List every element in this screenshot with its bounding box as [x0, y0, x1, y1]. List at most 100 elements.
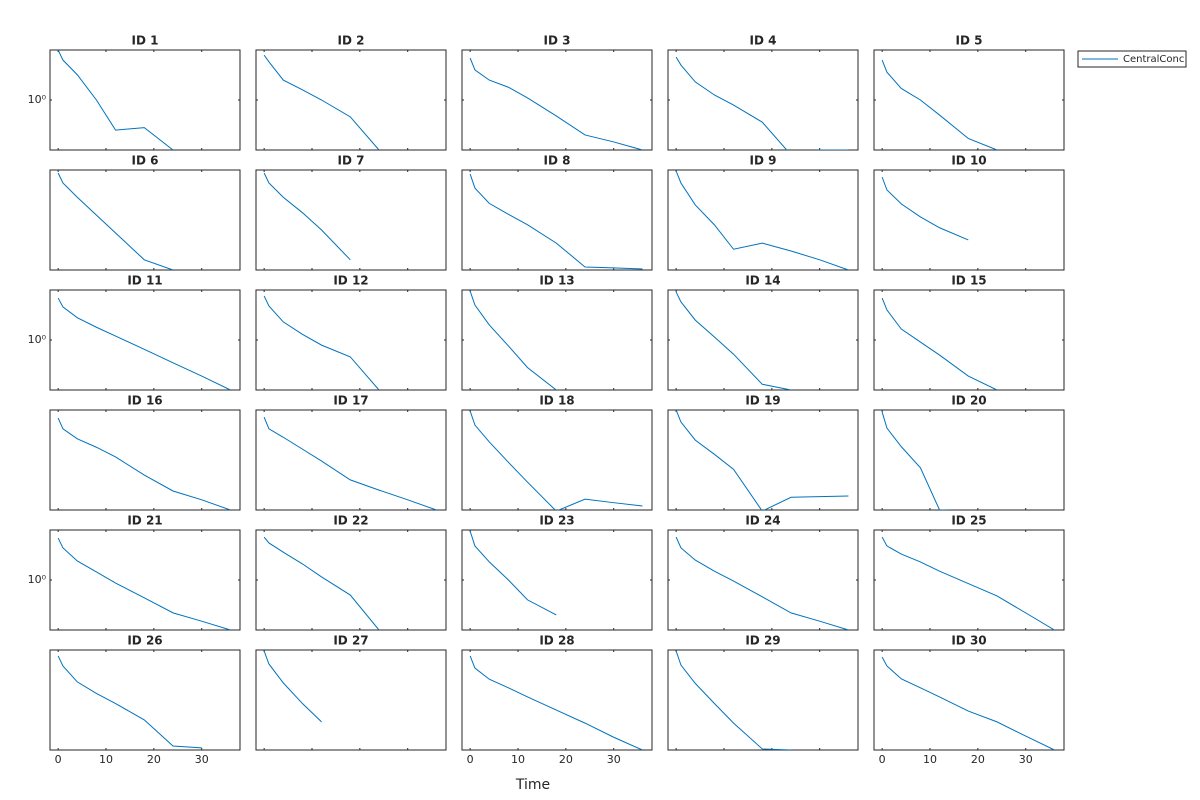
data-line	[881, 411, 953, 510]
panel-title: ID 21	[127, 514, 162, 528]
y-tick-label: 10⁰	[28, 93, 47, 106]
panel-title: ID 27	[333, 634, 368, 648]
panel-frame	[255, 289, 447, 391]
legend-box	[1077, 50, 1187, 68]
data-line	[57, 172, 174, 270]
panel: ID 18	[461, 394, 653, 511]
panel: ID 23	[461, 514, 653, 631]
panel: ID 26 0 10 20 30	[49, 634, 241, 766]
panel: ID 3	[461, 34, 653, 151]
panel-title: ID 5	[956, 34, 983, 48]
data-line	[881, 176, 969, 241]
x-tick-label: 0	[467, 753, 474, 766]
panel-title: ID 15	[951, 274, 986, 288]
panel-frame	[255, 409, 447, 511]
y-tick-label: 10⁰	[28, 573, 47, 586]
panel: ID 24	[667, 514, 859, 631]
panel-title: ID 4	[750, 34, 777, 48]
panel-frame	[667, 289, 859, 391]
panel-frame	[49, 649, 241, 751]
panel-title: ID 13	[539, 274, 574, 288]
data-line	[675, 410, 849, 510]
panel-title: ID 30	[951, 634, 986, 648]
data-line	[469, 410, 643, 510]
panel-title: ID 23	[539, 514, 574, 528]
panel: ID 7	[255, 154, 447, 271]
data-line	[57, 537, 231, 630]
panel-frame	[873, 409, 1065, 511]
data-line	[469, 173, 643, 270]
data-line	[469, 655, 643, 750]
panel: ID 11 10⁰	[28, 274, 241, 391]
panel-frame	[667, 409, 859, 511]
panel-title: ID 26	[127, 634, 162, 648]
panel-title: ID 16	[127, 394, 162, 408]
panel-frame	[255, 529, 447, 631]
y-tick-label: 10⁰	[28, 333, 47, 346]
data-line	[263, 536, 380, 630]
panel-frame	[667, 49, 859, 151]
panel-title: ID 10	[951, 154, 986, 168]
panel: ID 21 10⁰	[28, 514, 241, 631]
panel: ID 22	[255, 514, 447, 631]
panel-frame	[255, 649, 447, 751]
panel: ID 20	[873, 394, 1065, 511]
panel-title: ID 17	[333, 394, 368, 408]
panel-title: ID 2	[338, 34, 365, 48]
data-line	[881, 59, 998, 150]
panel-title: ID 6	[132, 154, 159, 168]
panel-frame	[461, 649, 653, 751]
panel: ID 6	[49, 154, 241, 271]
x-tick-label: 20	[971, 753, 985, 766]
data-line	[263, 650, 322, 723]
data-line	[881, 656, 1055, 750]
panel: ID 16	[49, 394, 241, 511]
data-line	[57, 50, 174, 150]
panel-frame	[49, 409, 241, 511]
panel: ID 5	[873, 34, 1065, 151]
panel: ID 8	[461, 154, 653, 271]
legend-label: CentralConc	[1123, 54, 1184, 65]
data-line	[57, 417, 231, 510]
data-line	[263, 54, 380, 150]
legend: CentralConc	[1077, 50, 1187, 68]
panel: ID 14	[667, 274, 859, 391]
panel-title: ID 29	[745, 634, 780, 648]
data-line	[469, 57, 643, 150]
data-line	[263, 416, 437, 510]
x-tick-label: 30	[195, 753, 209, 766]
data-line	[675, 56, 849, 150]
data-line	[469, 290, 557, 390]
data-line	[263, 172, 351, 261]
data-line	[881, 297, 998, 390]
panel-frame	[873, 529, 1065, 631]
panel-frame	[49, 169, 241, 271]
panel-frame	[873, 649, 1065, 751]
data-line	[469, 530, 557, 616]
panel: ID 2	[255, 34, 447, 151]
x-tick-label: 0	[55, 753, 62, 766]
panel-frame	[49, 529, 241, 631]
panel-title: ID 7	[338, 154, 365, 168]
panel: ID 29	[667, 634, 859, 751]
panel-title: ID 22	[333, 514, 368, 528]
panel-title: ID 1	[132, 34, 159, 48]
panel: ID 28 0 10 20 30	[461, 634, 653, 766]
panel-title: ID 19	[745, 394, 780, 408]
panel-frame	[461, 49, 653, 151]
x-tick-label: 20	[559, 753, 573, 766]
x-tick-label: 30	[607, 753, 621, 766]
panel: ID 19	[667, 394, 859, 511]
panel: ID 27	[255, 634, 447, 751]
panel-frame	[49, 289, 241, 391]
panel: ID 15	[873, 274, 1065, 391]
panel-frame	[461, 409, 653, 511]
panel-title: ID 9	[750, 154, 777, 168]
panel-title: ID 8	[544, 154, 571, 168]
panel: ID 12	[255, 274, 447, 391]
panel: ID 17	[255, 394, 447, 511]
data-line	[675, 536, 849, 630]
data-line	[675, 291, 792, 390]
panel: ID 25	[873, 514, 1065, 631]
